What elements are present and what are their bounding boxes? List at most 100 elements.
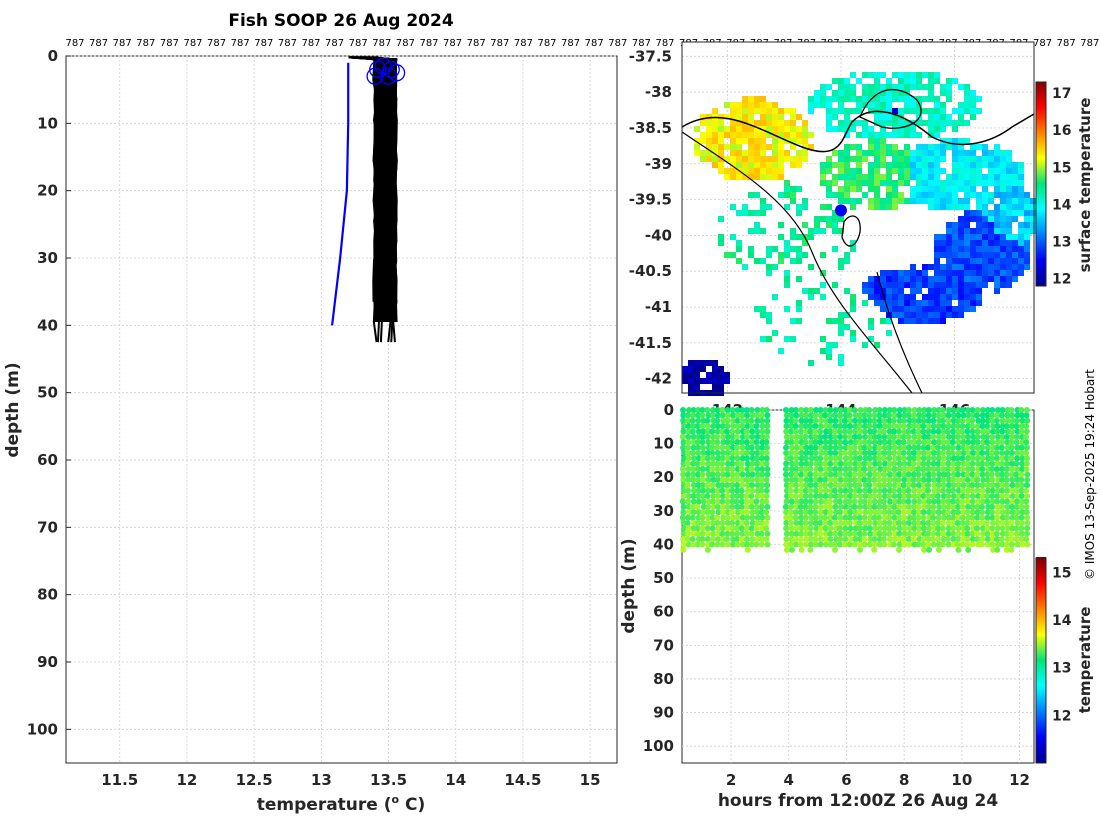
temperature-point xyxy=(1023,433,1030,440)
sst-cell xyxy=(694,126,700,132)
sst-cell xyxy=(1018,198,1024,204)
sst-cell xyxy=(892,168,898,174)
sst-cell xyxy=(892,114,898,120)
temperature-point xyxy=(979,412,986,419)
temperature-point xyxy=(995,476,1002,483)
sst-cell xyxy=(970,144,976,150)
temperature-point xyxy=(754,466,761,473)
sst-cell xyxy=(892,150,898,156)
sst-cell xyxy=(814,90,820,96)
sst-cell xyxy=(928,180,934,186)
temperature-point xyxy=(1023,423,1030,430)
sst-cell xyxy=(844,108,850,114)
temperature-point xyxy=(680,530,687,537)
temperature-point xyxy=(680,541,687,548)
temperature-point xyxy=(729,450,736,457)
temperature-point xyxy=(807,546,814,553)
temperature-point xyxy=(842,466,849,473)
temperature-point xyxy=(1003,455,1010,462)
temperature-point xyxy=(783,530,790,537)
temperature-point xyxy=(852,455,859,462)
temperature-point xyxy=(827,503,834,510)
temperature-point xyxy=(891,466,898,473)
sst-cell xyxy=(970,294,976,300)
sst-colorbar-segment xyxy=(1036,206,1046,209)
temperature-point xyxy=(979,455,986,462)
temperature-point xyxy=(822,450,829,457)
temperature-point xyxy=(679,466,686,473)
sst-cell xyxy=(892,270,898,276)
sst-cell xyxy=(1000,186,1006,192)
sst-cell xyxy=(706,150,712,156)
temperature-point xyxy=(743,525,750,532)
temperature-point xyxy=(856,455,863,462)
sst-cell xyxy=(970,180,976,186)
sst-map-panel: -37.5-38-38.5-39-39.5-40-40.5-41-41.5-42… xyxy=(629,41,1094,419)
sst-colorbar-segment xyxy=(1036,242,1046,245)
cast-id-label: 787 xyxy=(301,38,320,49)
sst-cell xyxy=(904,120,910,126)
temperature-point xyxy=(807,503,814,510)
temperature-point xyxy=(852,525,859,532)
sst-cell xyxy=(958,156,964,162)
temperature-point xyxy=(1019,455,1026,462)
temperature-point xyxy=(719,460,726,467)
temperature-point xyxy=(890,487,897,494)
temperature-point xyxy=(729,476,736,483)
temperature-point xyxy=(704,509,711,516)
temperature-point xyxy=(979,407,986,413)
temperature-point xyxy=(979,536,986,543)
profile-ytick-label: 10 xyxy=(37,114,58,132)
temperature-point xyxy=(969,444,976,451)
temperature-point xyxy=(812,471,819,478)
temperature-point xyxy=(719,407,726,413)
sst-cell xyxy=(748,114,754,120)
temperature-point xyxy=(940,428,947,435)
temperature-point xyxy=(763,493,770,500)
sst-cell xyxy=(910,162,916,168)
sst-cell xyxy=(880,144,886,150)
sst-cell xyxy=(898,198,904,204)
sst-cell xyxy=(790,258,796,264)
cast-id-label: 787 xyxy=(443,38,462,49)
temperature-point xyxy=(901,503,908,510)
sst-cell xyxy=(766,270,772,276)
sst-cell xyxy=(874,342,880,348)
sst-cell xyxy=(796,306,802,312)
temperature-point xyxy=(846,530,853,537)
temp-colorbar-segment xyxy=(1036,561,1046,564)
temperature-point xyxy=(857,450,864,457)
timeseries-xtick-label: 6 xyxy=(841,771,851,789)
temperature-point xyxy=(886,482,893,489)
sst-cell xyxy=(976,264,982,270)
sst-cell xyxy=(718,366,724,372)
temperature-point xyxy=(994,460,1001,467)
temperature-point xyxy=(783,525,790,532)
temperature-point xyxy=(700,455,707,462)
temperature-point xyxy=(817,530,824,537)
temperature-point xyxy=(994,407,1001,413)
sst-cell xyxy=(982,276,988,282)
temperature-point xyxy=(851,530,858,537)
temperature-point xyxy=(886,433,893,440)
temperature-point xyxy=(876,519,883,526)
sst-cell xyxy=(910,312,916,318)
sst-cell xyxy=(880,126,886,132)
cast-id-label: 787 xyxy=(254,38,273,49)
sst-cell xyxy=(898,96,904,102)
temperature-point xyxy=(788,541,795,548)
temperature-point xyxy=(704,530,711,537)
temperature-point xyxy=(758,541,765,548)
temperature-point xyxy=(970,439,977,446)
sst-cell xyxy=(940,180,946,186)
temperature-point xyxy=(831,514,838,521)
temperature-point xyxy=(719,519,726,526)
sst-cell xyxy=(976,228,982,234)
surface-marker xyxy=(387,64,406,82)
sst-cell xyxy=(928,282,934,288)
temperature-point xyxy=(915,444,922,451)
temperature-point xyxy=(764,423,771,430)
temperature-point xyxy=(911,519,918,526)
temperature-point xyxy=(969,455,976,462)
sst-cell xyxy=(832,96,838,102)
